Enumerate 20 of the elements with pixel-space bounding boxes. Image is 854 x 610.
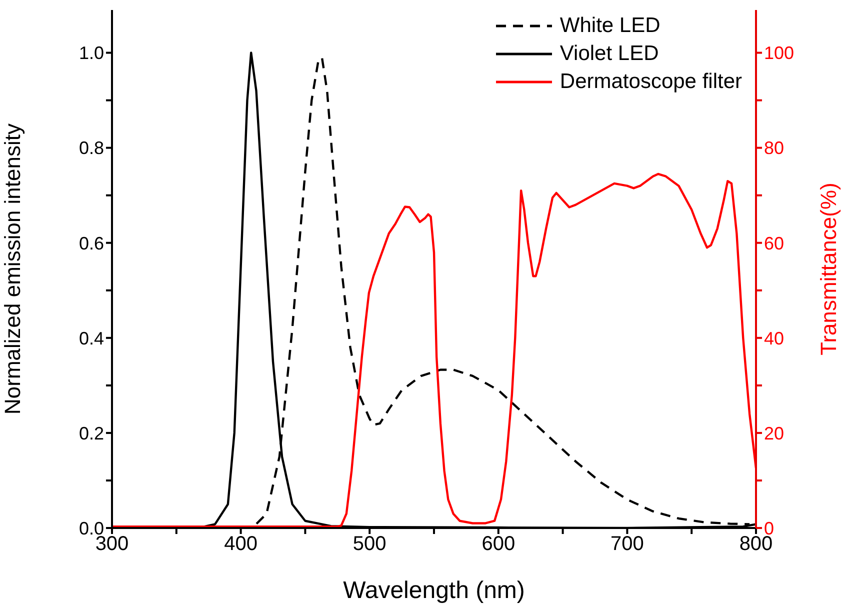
y2-tick-label: 60 <box>764 233 784 254</box>
x-tick-label: 500 <box>352 533 386 556</box>
legend-label: White LED <box>560 14 660 38</box>
y2-tick-label: 80 <box>764 138 784 158</box>
y2-tick-label: 100 <box>764 43 794 64</box>
x-axis-title: Wavelength (nm) <box>343 577 525 604</box>
y-axis-title: Normalized emission intensity <box>0 124 25 414</box>
legend-label: Violet LED <box>560 42 659 66</box>
y-tick-label: 0.4 <box>78 328 104 348</box>
legend-label: Dermatoscope filter <box>560 70 742 94</box>
y-tick-label: 1.0 <box>78 43 104 64</box>
x-tick-label: 600 <box>482 533 516 556</box>
y-tick-label: 0.8 <box>78 138 104 158</box>
x-tick-label: 700 <box>610 533 644 556</box>
y2-tick-label: 20 <box>764 423 784 444</box>
y-tick-label: 0.2 <box>78 423 104 444</box>
y2-tick-label: 40 <box>764 328 784 348</box>
y-tick-label: 0.6 <box>78 233 104 254</box>
y2-axis-title: Transmittance(%) <box>816 182 841 356</box>
x-tick-label: 400 <box>224 533 258 556</box>
